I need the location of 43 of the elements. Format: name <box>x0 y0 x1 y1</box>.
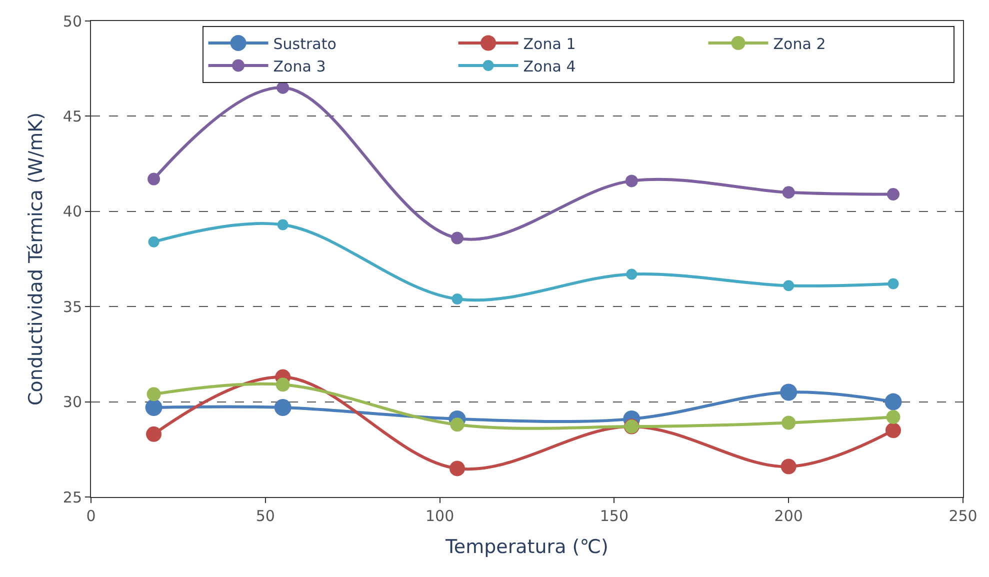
legend-label: Zona 4 <box>523 57 576 76</box>
point <box>782 416 796 430</box>
point <box>886 410 900 424</box>
point <box>145 399 162 416</box>
legend-label: Sustrato <box>273 34 336 53</box>
point <box>450 418 464 432</box>
point <box>146 426 162 442</box>
point <box>888 278 899 290</box>
point <box>276 378 290 392</box>
point <box>783 280 794 292</box>
y-tick-label: 45 <box>62 107 82 126</box>
point <box>452 293 463 304</box>
legend-label: Zona 3 <box>273 57 326 76</box>
x-tick-label: 250 <box>948 507 978 525</box>
point <box>884 393 902 410</box>
point <box>782 186 795 199</box>
point <box>780 384 798 401</box>
point <box>449 460 465 476</box>
y-tick-label: 25 <box>62 488 82 506</box>
point <box>148 236 160 248</box>
x-tick-label: 50 <box>256 507 275 525</box>
point <box>146 387 161 402</box>
x-tick-label: 0 <box>86 507 96 525</box>
y-tick-label: 30 <box>62 393 82 412</box>
point <box>780 458 796 474</box>
y-tick-label: 35 <box>62 298 82 316</box>
point <box>274 399 292 416</box>
point <box>886 188 900 201</box>
y-tick-label: 50 <box>62 12 82 30</box>
x-tick-label: 200 <box>774 507 803 525</box>
point <box>148 172 160 186</box>
x-axis-title: Temperatura (℃) <box>444 536 608 558</box>
x-tick-label: 150 <box>600 507 629 525</box>
legend-label: Zona 2 <box>773 34 826 53</box>
legend-label: Zona 1 <box>523 34 576 53</box>
x-tick-label: 100 <box>425 507 454 525</box>
point <box>277 219 288 230</box>
y-axis-title: Conductividad Térmica (W/mK) <box>24 112 47 406</box>
y-tick-label: 40 <box>62 202 82 221</box>
point <box>885 422 901 438</box>
point <box>450 232 464 244</box>
point <box>626 268 638 280</box>
point <box>625 174 638 188</box>
